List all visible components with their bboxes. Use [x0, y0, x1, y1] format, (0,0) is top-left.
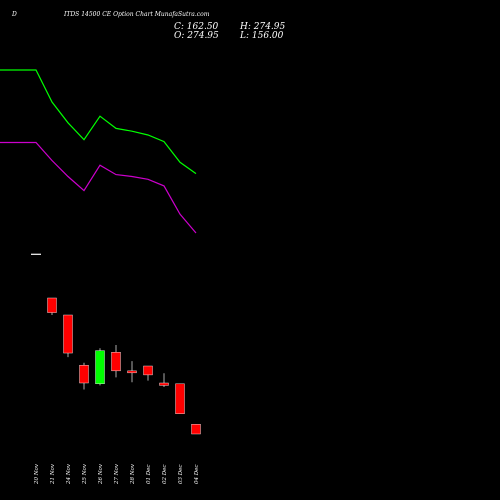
candle-4 [79, 364, 89, 384]
x-tick-label: 28 Nov [130, 463, 136, 485]
x-tick-label: 25 Nov [82, 463, 88, 485]
moving-average-line-1 [0, 69, 197, 175]
x-tick-label: 01 Dec [146, 465, 152, 485]
candle-3 [63, 314, 73, 354]
x-tick-label: 04 Dec [194, 465, 200, 485]
moving-average-line-2 [0, 141, 197, 234]
x-tick-label: 20 Nov [34, 463, 40, 485]
candle-10 [175, 383, 185, 414]
candle-5 [95, 350, 105, 385]
candle-7 [127, 370, 137, 374]
chart-letter: D [12, 11, 17, 18]
candle-11 [191, 424, 201, 435]
x-tick-label: 24 Nov [66, 463, 72, 485]
x-tick-label: 03 Dec [178, 465, 184, 485]
x-tick-label: 26 Nov [98, 463, 104, 485]
open-value: O: 274.95 [174, 31, 219, 41]
x-tick-label: 27 Nov [114, 463, 120, 485]
candle-6 [111, 352, 121, 372]
candle-2 [47, 297, 57, 313]
candle-8 [143, 365, 153, 376]
x-tick-label: 21 Nov [50, 463, 56, 485]
candle-9 [159, 382, 169, 386]
x-tick-label: 02 Dec [162, 465, 168, 485]
high-value: H: 274.95 [240, 22, 286, 32]
low-value: L: 156.00 [240, 31, 284, 41]
close-value: C: 162.50 [174, 22, 219, 32]
chart-title: ITDS 14500 CE Option Chart MunafaSutra.c… [64, 11, 210, 18]
